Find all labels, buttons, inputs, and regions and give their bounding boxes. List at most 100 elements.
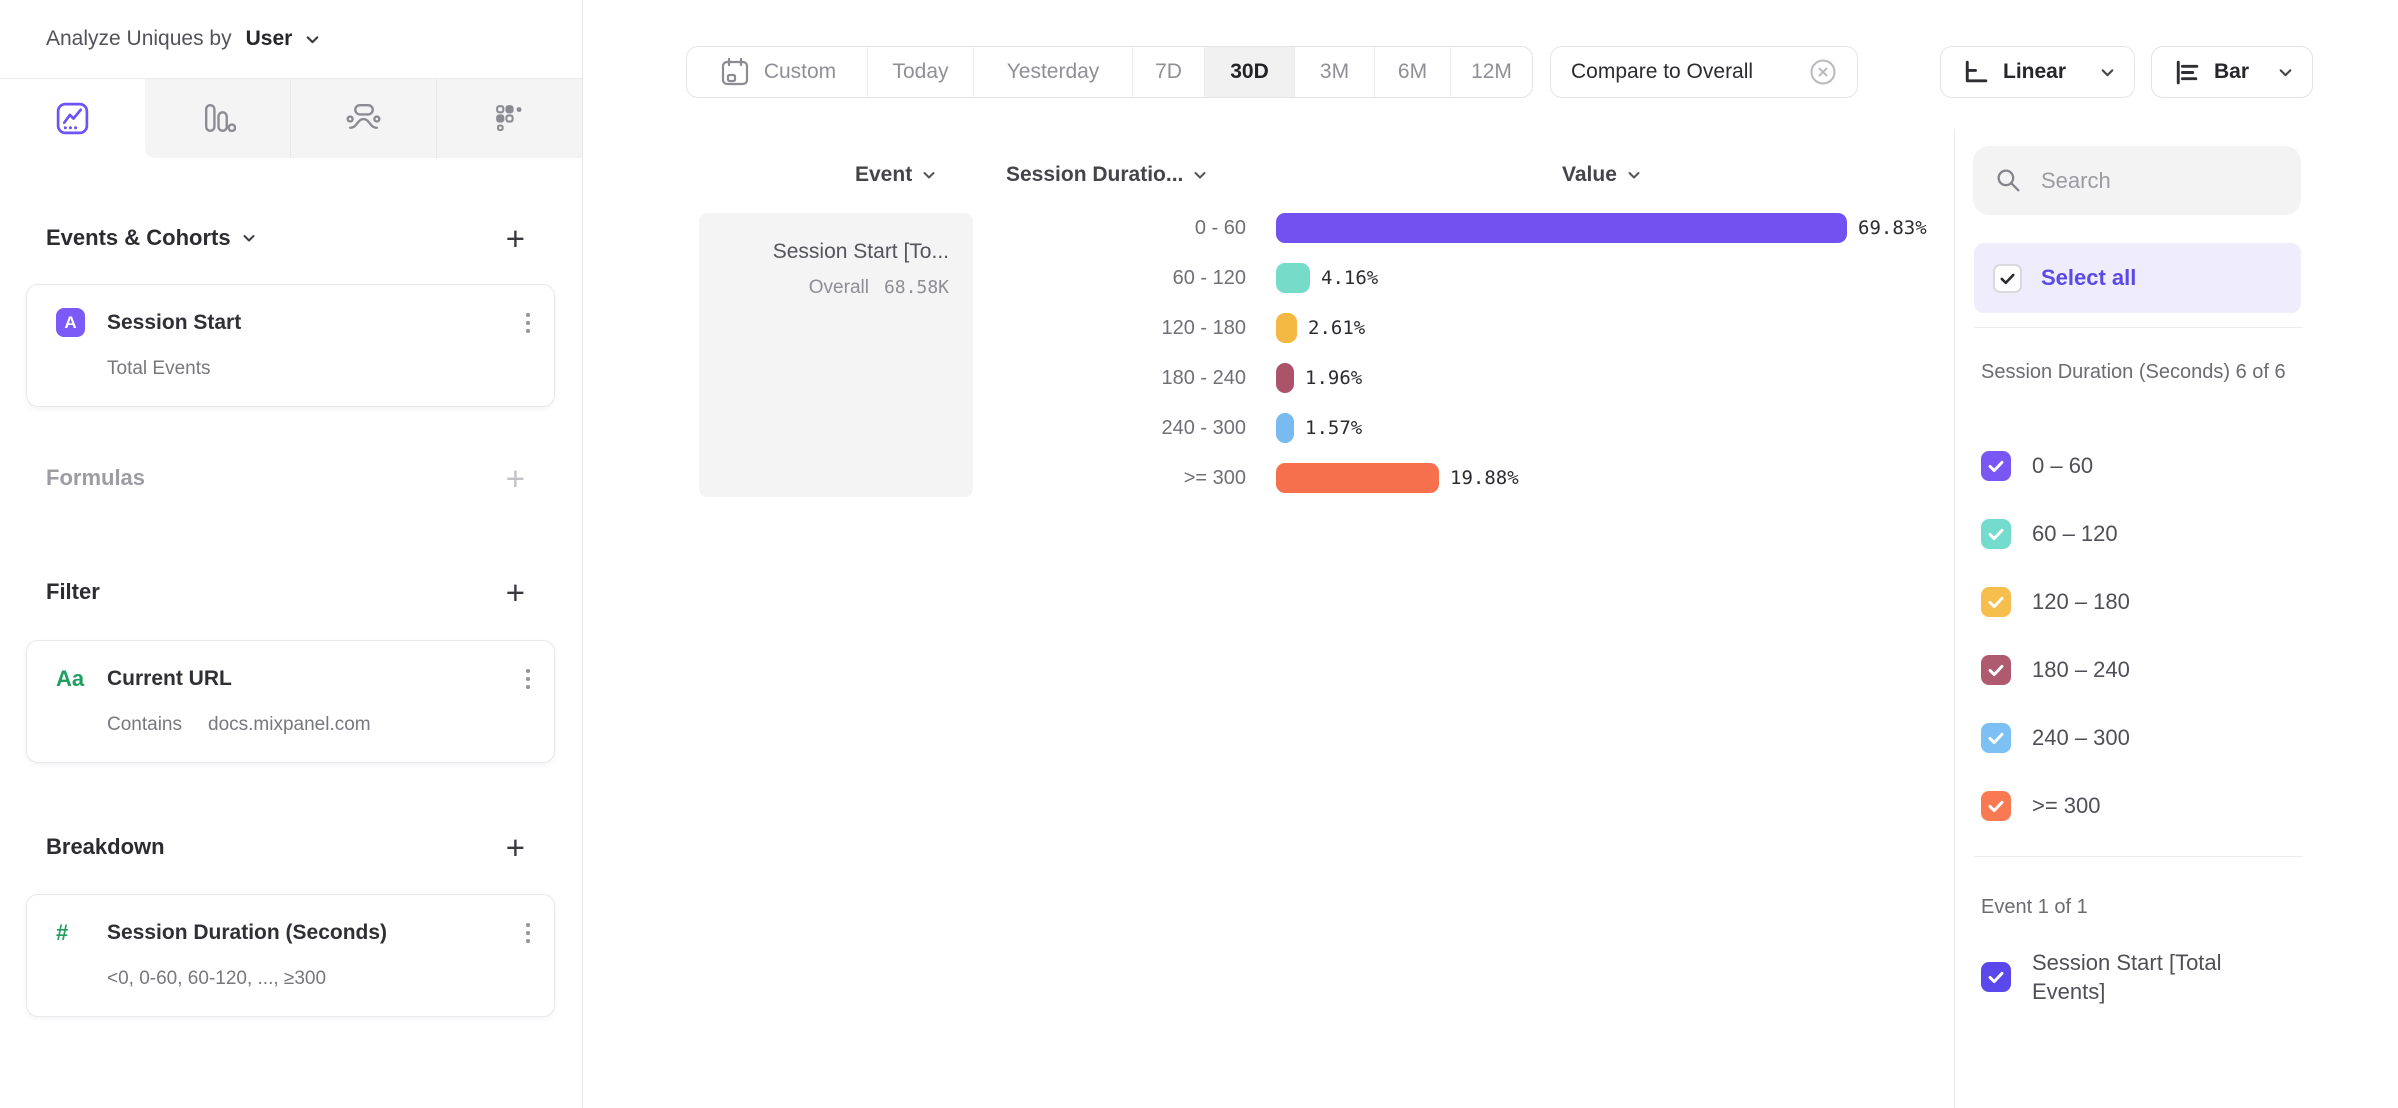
bar-segment[interactable] xyxy=(1276,213,1847,243)
legend-item[interactable]: 180 – 240 xyxy=(1981,655,2130,685)
analyze-entity-dropdown[interactable]: User xyxy=(245,27,293,50)
filter-card-title[interactable]: Current URL xyxy=(107,666,232,690)
bar-chart-type-icon xyxy=(2170,57,2201,88)
checkbox[interactable] xyxy=(1981,791,2011,821)
tab-insights[interactable] xyxy=(0,79,145,158)
event-card[interactable]: A Session Start Total Events xyxy=(26,284,555,407)
checkbox[interactable] xyxy=(1981,451,2011,481)
legend-item[interactable]: 0 – 60 xyxy=(1981,451,2093,481)
compare-label: Compare to Overall xyxy=(1571,60,1754,83)
chart-row-2: 60 - 120 4.16% xyxy=(900,253,1378,303)
date-range-custom[interactable]: Custom xyxy=(687,47,867,97)
column-header-value[interactable]: Value xyxy=(1562,161,1642,189)
search-input[interactable] xyxy=(2039,166,2279,195)
kebab-menu-icon[interactable] xyxy=(520,309,536,337)
bar-category-label: 180 - 240 xyxy=(1161,366,1246,389)
chart-row-4: 180 - 240 1.96% xyxy=(900,353,1362,403)
add-formula-button[interactable]: + xyxy=(505,459,525,497)
breakdown-card[interactable]: # Session Duration (Seconds) <0, 0-60, 6… xyxy=(26,894,555,1017)
checkbox[interactable] xyxy=(1981,723,2011,753)
legend-item-label: 180 – 240 xyxy=(2032,657,2130,682)
date-range-control: Custom Today Yesterday 7D 30D 3M 6M 12M xyxy=(686,46,1533,98)
chart-type-dropdown[interactable]: Bar xyxy=(2151,46,2313,98)
filter-title: Filter xyxy=(46,579,100,604)
bar-segment[interactable] xyxy=(1276,313,1297,343)
divider xyxy=(1974,327,2303,328)
select-all-label: Select all xyxy=(2041,265,2137,290)
add-breakdown-button[interactable]: + xyxy=(505,828,525,866)
overall-label: Overall xyxy=(808,277,869,298)
checkbox[interactable] xyxy=(1981,655,2011,685)
checkbox[interactable] xyxy=(1981,962,2011,992)
chevron-down-icon xyxy=(921,167,937,183)
legend-item[interactable]: 60 – 120 xyxy=(1981,519,2118,549)
chart-row-3: 120 - 180 2.61% xyxy=(900,303,1365,353)
legend-panel: Select all Session Duration (Seconds) 6 … xyxy=(1954,130,2398,1108)
date-range-30d[interactable]: 30D xyxy=(1204,47,1294,97)
scale-dropdown[interactable]: Linear xyxy=(1940,46,2135,98)
event-series-title: Session Start [To... xyxy=(772,240,949,263)
bar-segment[interactable] xyxy=(1276,413,1294,443)
bar-category-label: 240 - 300 xyxy=(1161,416,1246,439)
legend-item[interactable]: >= 300 xyxy=(1981,791,2101,821)
divider xyxy=(1974,856,2303,857)
legend-item-label: 240 – 300 xyxy=(2032,725,2130,750)
remove-compare-icon[interactable] xyxy=(1809,58,1837,86)
date-range-3m[interactable]: 3M xyxy=(1294,47,1374,97)
analyze-label: Analyze Uniques by xyxy=(46,27,232,50)
calendar-icon xyxy=(718,55,752,89)
filter-value[interactable]: docs.mixpanel.com xyxy=(208,714,371,735)
legend-item-label: Session Start [Total Events] xyxy=(2032,950,2222,1004)
tab-retention[interactable] xyxy=(436,79,582,158)
chevron-down-icon xyxy=(2277,64,2294,81)
date-range-yesterday[interactable]: Yesterday xyxy=(973,47,1132,97)
chevron-down-icon xyxy=(1626,167,1642,183)
select-all-row[interactable]: Select all xyxy=(1974,243,2301,313)
insights-chart-icon xyxy=(54,100,91,137)
chevron-down-icon xyxy=(1192,167,1208,183)
chevron-down-icon[interactable] xyxy=(241,230,257,246)
add-event-button[interactable]: + xyxy=(505,219,525,257)
legend-item[interactable]: 240 – 300 xyxy=(1981,723,2130,753)
add-filter-button[interactable]: + xyxy=(505,573,525,611)
bar-segment[interactable] xyxy=(1276,363,1294,393)
select-all-checkbox[interactable] xyxy=(1993,263,2022,293)
chevron-down-icon xyxy=(2099,64,2116,81)
legend-item[interactable]: 120 – 180 xyxy=(1981,587,2130,617)
column-header-breakdown[interactable]: Session Duratio... xyxy=(1006,161,1208,189)
breakdown-card-title[interactable]: Session Duration (Seconds) xyxy=(107,920,388,944)
date-range-6m[interactable]: 6M xyxy=(1374,47,1450,97)
filter-card[interactable]: Aa Current URL Contains docs.mixpanel.co… xyxy=(26,640,555,763)
event-series-cell[interactable]: Session Start [To... Overall 68.58K xyxy=(699,213,973,497)
section-events-cohorts: Events & Cohorts + xyxy=(46,218,525,258)
legend-item-label: >= 300 xyxy=(2032,793,2101,818)
tab-funnels[interactable] xyxy=(145,79,290,158)
legend-item-label: 60 – 120 xyxy=(2032,521,2118,546)
legend-search[interactable] xyxy=(1973,146,2301,215)
bar-value-label: 19.88% xyxy=(1450,467,1519,489)
bar-value-label: 2.61% xyxy=(1308,317,1366,339)
kebab-menu-icon[interactable] xyxy=(520,919,536,947)
event-card-subtitle[interactable]: Total Events xyxy=(107,358,211,379)
checkbox[interactable] xyxy=(1981,519,2011,549)
legend-item-label: 120 – 180 xyxy=(2032,589,2130,614)
bar-value-label: 1.96% xyxy=(1305,367,1363,389)
bar-value-label: 4.16% xyxy=(1321,267,1379,289)
query-builder-sidebar: Analyze Uniques by User xyxy=(0,0,583,1108)
compare-to-overall-button[interactable]: Compare to Overall xyxy=(1550,46,1858,98)
date-range-today[interactable]: Today xyxy=(867,47,973,97)
date-range-7d[interactable]: 7D xyxy=(1132,47,1204,97)
legend-item[interactable]: Session Start [Total Events] xyxy=(1981,948,2272,1006)
tab-flows[interactable] xyxy=(290,79,436,158)
kebab-menu-icon[interactable] xyxy=(520,665,536,693)
filter-operator[interactable]: Contains xyxy=(107,714,182,735)
bar-segment[interactable] xyxy=(1276,263,1310,293)
event-card-title[interactable]: Session Start xyxy=(107,310,242,334)
date-range-12m[interactable]: 12M xyxy=(1450,47,1532,97)
breakdown-buckets[interactable]: <0, 0-60, 60-120, ..., ≥300 xyxy=(107,968,327,989)
retention-grid-icon xyxy=(491,100,528,137)
bar-segment[interactable] xyxy=(1276,463,1439,493)
checkbox[interactable] xyxy=(1981,587,2011,617)
breakdown-count-label: Session Duration (Seconds) 6 of 6 xyxy=(1981,361,2286,383)
column-header-event[interactable]: Event xyxy=(855,161,937,189)
